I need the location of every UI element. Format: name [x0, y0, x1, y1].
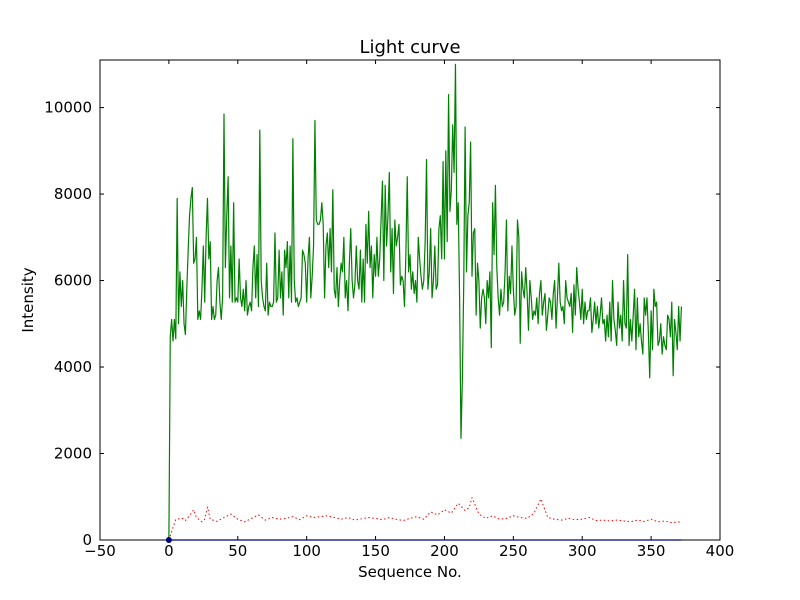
x-tick-label: 150	[361, 542, 390, 560]
x-tick-label: 100	[292, 542, 321, 560]
origin-marker	[165, 537, 172, 543]
x-tick-label: 350	[637, 542, 666, 560]
y-tick-label: 4000	[54, 358, 92, 376]
y-tick-label: 10000	[44, 99, 92, 117]
y-axis-label: Intensity	[19, 267, 37, 332]
tick-layer: −50 0 50 100 150 200 250 300 350 4000200040006000…	[44, 60, 734, 560]
x-tick-label: 200	[430, 542, 459, 560]
series-layer	[165, 63, 683, 543]
y-tick-label: 0	[82, 531, 92, 549]
x-axis-label: Sequence No.	[358, 563, 462, 581]
y-tick-label: 6000	[54, 272, 92, 290]
x-tick-label: 300	[568, 542, 597, 560]
x-tick-label: 50	[228, 542, 247, 560]
x-tick-label: 0	[164, 542, 174, 560]
chart-title: Light curve	[359, 37, 460, 58]
y-tick-label: 2000	[54, 445, 92, 463]
y-tick-label: 8000	[54, 185, 92, 203]
series-intensity-line	[168, 63, 683, 541]
x-tick-label: −50	[84, 542, 116, 560]
x-tick-label: 400	[706, 542, 735, 560]
series-noise-line	[168, 497, 682, 541]
x-tick-label: 250	[499, 542, 528, 560]
